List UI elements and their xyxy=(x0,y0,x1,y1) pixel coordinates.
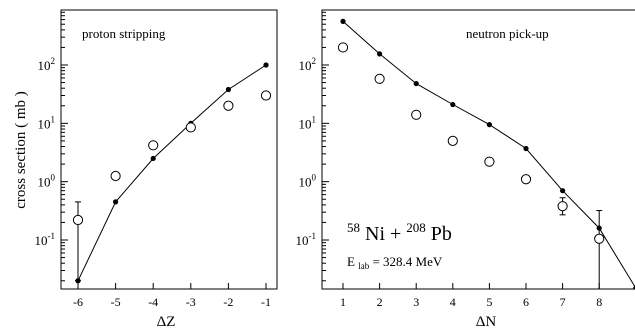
reaction-a1: 58 xyxy=(347,220,360,235)
calculation-point xyxy=(113,199,119,205)
calculation-point xyxy=(560,188,566,194)
y-tick-label: 101 xyxy=(38,114,56,131)
reaction-label: 58 Ni + 208 Pb xyxy=(347,215,452,245)
x-tick-label: -2 xyxy=(223,295,233,309)
y-tick-label: 102 xyxy=(38,56,56,73)
right-ticks: 10-1 100 101 102 1 2 3 4 5 6 7 8 xyxy=(296,11,602,309)
calculation-point xyxy=(377,51,383,57)
calculation-point xyxy=(263,62,269,68)
left-x-axis-label: ΔZ xyxy=(157,314,176,329)
calculation-point xyxy=(340,18,346,24)
y-tick-label: 100 xyxy=(299,173,317,190)
series-group xyxy=(337,18,635,289)
reaction-a2: 208 xyxy=(406,220,426,235)
experimental-point xyxy=(337,42,349,53)
left-panel-title: proton stripping xyxy=(82,26,166,41)
right-plot-area xyxy=(337,18,635,289)
y-tick-label: 100 xyxy=(38,173,56,190)
calculation-point xyxy=(486,122,492,128)
x-tick-label: 6 xyxy=(523,295,529,309)
y-tick-label: 10-1 xyxy=(296,231,317,248)
experimental-point xyxy=(447,135,458,146)
energy-label: E lab = 328.4 MeV xyxy=(347,254,443,272)
x-tick-label: -4 xyxy=(148,295,158,309)
x-tick-label: 4 xyxy=(450,295,456,309)
experimental-point xyxy=(594,233,605,244)
calculation-point xyxy=(450,101,456,108)
x-tick-label: -5 xyxy=(111,295,121,309)
right-panel: neutron pick-up ΔN 10-1 100 101 102 1 2 3 4 5 6 7 8… xyxy=(296,9,635,329)
x-tick-label: -3 xyxy=(186,295,196,309)
y-tick-label: 101 xyxy=(299,114,317,131)
right-x-axis-label: ΔN xyxy=(476,314,497,329)
x-tick-label: -1 xyxy=(261,295,271,309)
experimental-point xyxy=(110,170,121,182)
reaction-el1: Ni xyxy=(365,223,385,245)
experimental-point xyxy=(374,73,385,84)
y-tick-label: 102 xyxy=(299,56,317,73)
calculation-line xyxy=(342,21,635,288)
experimental-point xyxy=(223,100,234,111)
left-panel: proton stripping ΔZ cross section ( mb )… xyxy=(13,9,278,329)
calculation-point xyxy=(523,145,529,152)
x-tick-label: 3 xyxy=(413,295,419,309)
x-tick-label: 7 xyxy=(560,295,566,309)
y-axis-label: cross section ( mb ) xyxy=(13,91,29,208)
left-ticks: 10-1 100 101 102 -6 -5 -4 -3 -2 -1 xyxy=(35,11,271,309)
x-tick-label: 8 xyxy=(596,295,602,309)
x-tick-label: -6 xyxy=(73,295,83,309)
x-tick-label: 5 xyxy=(486,295,492,309)
calculation-point xyxy=(413,80,419,87)
right-panel-title: neutron pick-up xyxy=(466,26,549,41)
experimental-point xyxy=(484,156,495,167)
y-tick-label: 10-1 xyxy=(35,231,56,248)
series-group xyxy=(72,62,272,284)
experimental-point xyxy=(411,109,422,120)
x-tick-label: 1 xyxy=(340,295,346,309)
left-plot-frame xyxy=(60,9,278,290)
calculation-point xyxy=(150,155,156,162)
experimental-point xyxy=(148,140,159,151)
energy-value: = 328.4 MeV xyxy=(372,254,442,269)
reaction-plus: + xyxy=(390,223,406,245)
calculation-point xyxy=(225,86,231,93)
energy-subscript: lab xyxy=(358,261,369,271)
x-tick-label: 2 xyxy=(377,295,383,309)
experimental-point xyxy=(185,122,196,133)
experimental-point xyxy=(260,90,272,101)
energy-symbol: E xyxy=(347,254,355,269)
experimental-point xyxy=(520,174,532,185)
experimental-point xyxy=(72,214,84,226)
experimental-point xyxy=(557,201,568,212)
right-plot-frame xyxy=(321,9,635,290)
left-plot-area xyxy=(72,62,272,284)
calculation-line xyxy=(77,64,267,282)
reaction-el2: Pb xyxy=(431,223,452,245)
